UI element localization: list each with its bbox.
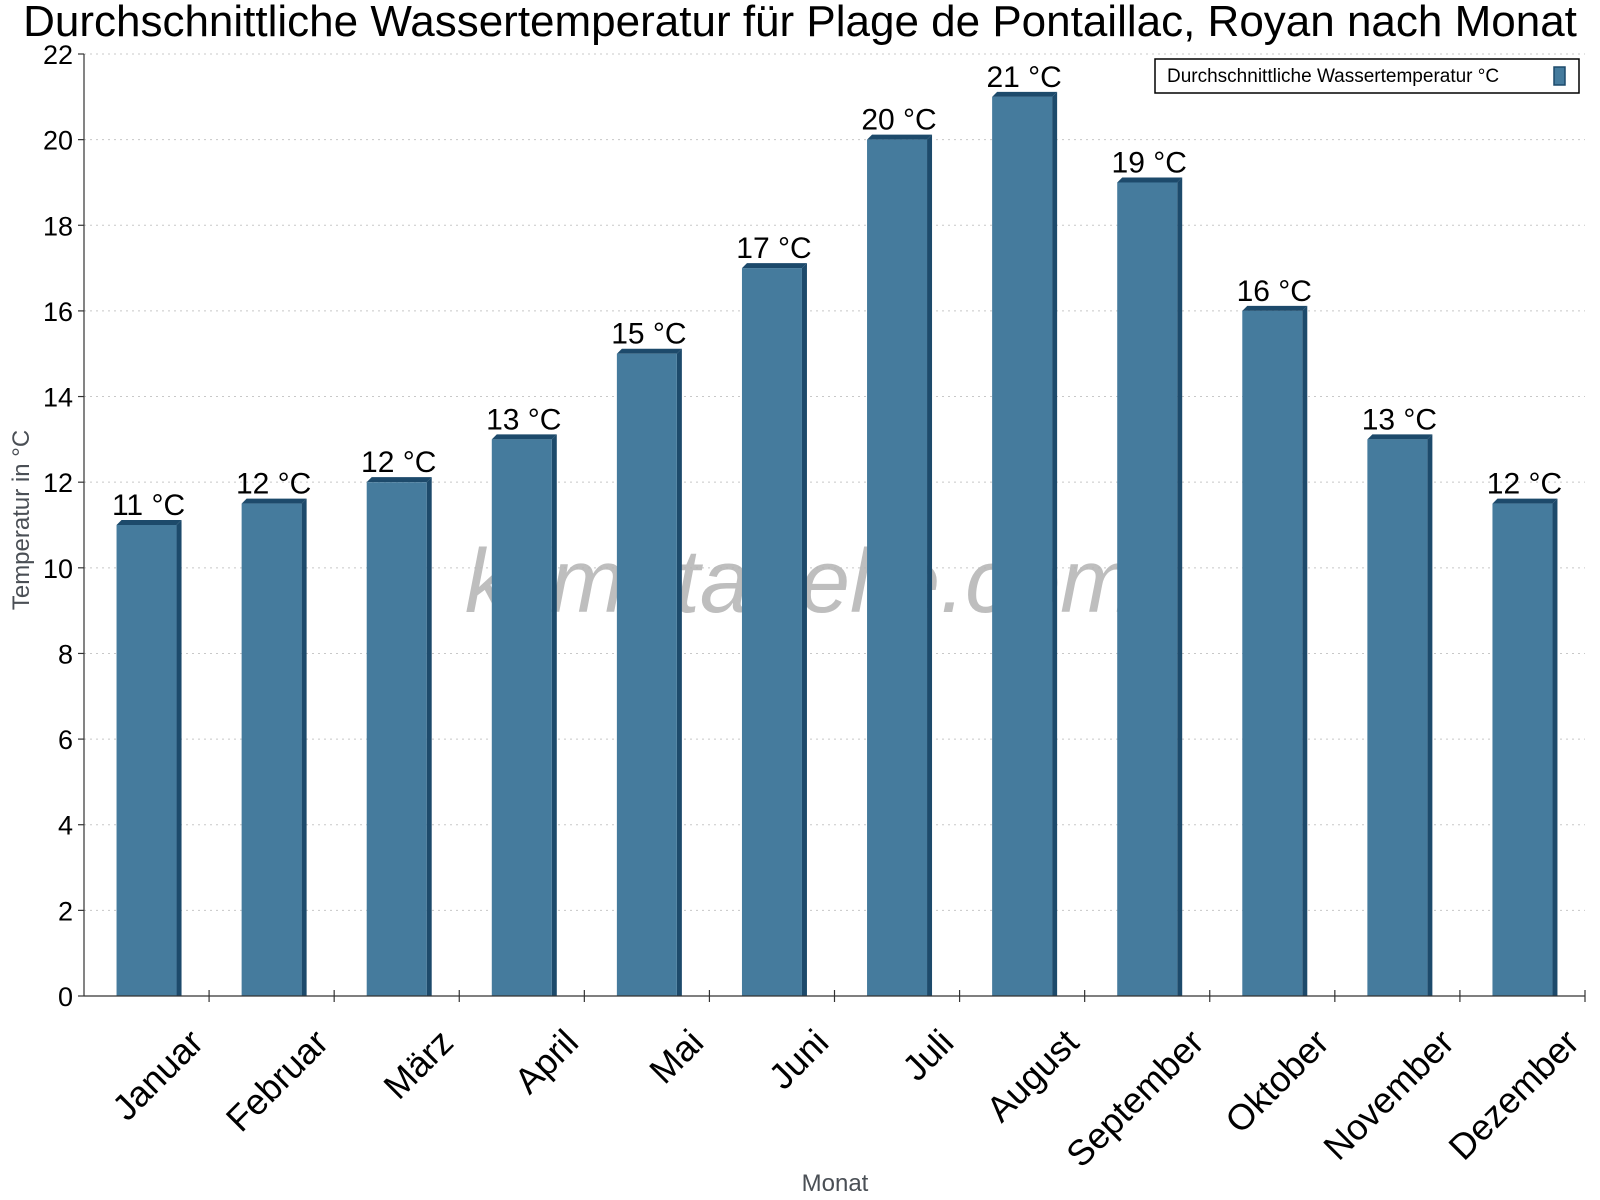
x-tick-label: Februar: [218, 1021, 336, 1139]
bar-side: [1177, 177, 1183, 997]
bar-top: [1367, 434, 1433, 440]
bar-side: [676, 348, 682, 996]
x-tick-label: September: [1058, 1021, 1212, 1175]
y-tick-label: 16: [43, 297, 73, 327]
bar-top: [867, 134, 933, 140]
legend-swatch: [1553, 66, 1566, 86]
y-tick-label: 4: [58, 811, 73, 841]
x-axis-title: Monat: [802, 1170, 869, 1197]
bar-side: [1302, 305, 1308, 997]
y-tick-label: 10: [43, 554, 73, 584]
bar-top: [1492, 498, 1558, 504]
data-label: 13 °C: [1362, 403, 1437, 436]
y-tick-label: 18: [43, 211, 73, 241]
data-label: 13 °C: [486, 403, 561, 436]
data-label: 16 °C: [1237, 275, 1312, 308]
bar: [616, 353, 677, 996]
bar: [1492, 503, 1553, 996]
bar-top: [491, 434, 557, 440]
data-label: 12 °C: [361, 446, 436, 479]
axes: [78, 53, 1586, 1002]
gridlines: [84, 53, 1585, 911]
bar-side: [1052, 91, 1058, 997]
x-tick-label: April: [506, 1021, 586, 1101]
bars: [116, 91, 1558, 997]
y-tick-label: 2: [58, 896, 73, 926]
x-tick-label: August: [978, 1021, 1086, 1129]
data-label: 15 °C: [611, 318, 686, 351]
bar-top: [992, 91, 1058, 97]
y-tick-label: 14: [43, 383, 73, 413]
x-tick-label: Dezember: [1440, 1021, 1586, 1167]
bar: [1367, 439, 1428, 996]
y-tick-label: 22: [43, 40, 73, 70]
bar: [992, 96, 1053, 997]
data-label: 19 °C: [1112, 146, 1187, 179]
data-label: 20 °C: [861, 104, 936, 137]
data-label: 12 °C: [236, 468, 311, 501]
x-tick-label: März: [375, 1021, 461, 1107]
x-tick-label: Oktober: [1217, 1021, 1337, 1141]
bar-top: [1117, 177, 1183, 183]
x-tick-label: November: [1315, 1021, 1461, 1167]
bar-side: [551, 434, 557, 996]
bar-side: [301, 498, 307, 996]
bar-side: [1552, 498, 1558, 996]
bar-side: [426, 477, 432, 996]
data-label: 12 °C: [1487, 468, 1562, 501]
bar-top: [1242, 305, 1308, 311]
bar: [116, 525, 177, 996]
y-tick-label: 8: [58, 639, 73, 669]
bar-top: [616, 348, 682, 354]
bar-top: [741, 263, 807, 269]
bar: [366, 482, 427, 996]
bar: [241, 503, 302, 996]
bar-side: [801, 263, 807, 996]
bar-top: [366, 477, 432, 483]
data-label: 21 °C: [986, 61, 1061, 94]
legend: Durchschnittliche Wassertemperatur °C: [1154, 58, 1580, 94]
legend-frame: [1154, 58, 1580, 94]
bar: [867, 139, 928, 997]
chart-title: Durchschnittliche Wassertemperatur für P…: [23, 0, 1577, 46]
data-label: 11 °C: [112, 489, 185, 522]
bar-top: [241, 498, 307, 504]
y-tick-label: 12: [43, 468, 73, 498]
legend-label: Durchschnittliche Wassertemperatur °C: [1167, 66, 1499, 87]
x-tick-label: Januar: [104, 1021, 211, 1128]
y-tick-label: 20: [43, 126, 73, 156]
bar-side: [927, 134, 933, 997]
bar: [1117, 182, 1178, 997]
x-tick-label: Juni: [761, 1021, 837, 1097]
x-tick-label: Juli: [894, 1021, 961, 1088]
bar: [491, 439, 552, 996]
bar: [741, 268, 802, 996]
bar-side: [1427, 434, 1433, 996]
data-label: 17 °C: [736, 232, 811, 265]
y-tick-label: 6: [58, 725, 73, 755]
bar: [1242, 310, 1303, 997]
x-tick-label: Mai: [641, 1021, 711, 1091]
y-axis-title: Temperatur in °C: [8, 430, 35, 610]
y-tick-label: 0: [58, 982, 73, 1012]
bar-top: [116, 520, 182, 525]
bar-side: [176, 520, 182, 996]
